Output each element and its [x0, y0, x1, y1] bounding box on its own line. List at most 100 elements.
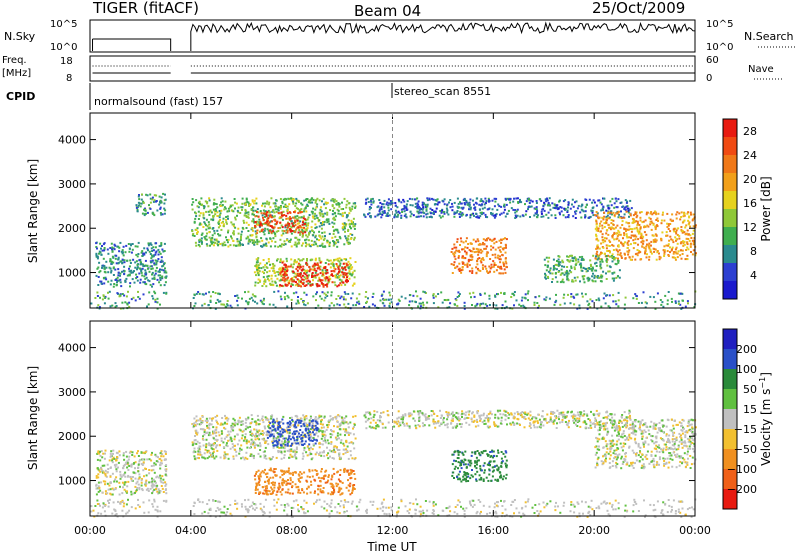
power-echo-cell: [284, 243, 287, 246]
power-echo-cell: [570, 271, 573, 274]
power-echo-cell: [296, 282, 299, 285]
velocity-echo-cell: [147, 490, 150, 492]
power-echo-cell: [419, 207, 422, 210]
power-echo-cell: [558, 255, 561, 258]
power-echo-cell: [234, 218, 237, 221]
power-echo-cell: [624, 241, 626, 244]
power-echo-cell: [119, 294, 122, 297]
power-echo-cell: [581, 209, 584, 212]
velocity-echo-cell: [296, 437, 299, 440]
power-echo-cell: [614, 300, 617, 303]
power-echo-cell: [136, 276, 139, 278]
power-echo-cell: [342, 228, 345, 231]
power-echo-cell: [126, 259, 129, 262]
power-echo-cell: [288, 197, 291, 200]
power-echo-cell: [318, 259, 321, 262]
power-echo-cell: [389, 294, 392, 297]
power-echo-cell: [333, 229, 336, 232]
power-echo-cell: [297, 284, 300, 287]
power-echo-cell: [277, 230, 280, 232]
power-echo-cell: [692, 213, 695, 216]
velocity-echo-cell: [101, 464, 104, 467]
power-echo-cell: [304, 241, 307, 244]
power-echo-cell: [608, 211, 610, 214]
power-echo-cell: [470, 296, 472, 299]
power-echo-cell: [153, 199, 156, 202]
velocity-echo-cell: [329, 433, 332, 436]
velocity-echo-cell: [151, 486, 154, 489]
power-echo-cell: [535, 206, 538, 209]
power-echo-cell: [409, 210, 412, 213]
power-echo-cell: [331, 205, 334, 208]
velocity-echo-cell: [234, 421, 237, 424]
power-echo-cell: [385, 298, 388, 301]
power-echo-cell: [143, 275, 146, 278]
power-echo-cell: [576, 207, 579, 210]
power-echo-cell: [196, 230, 199, 233]
power-echo-cell: [308, 265, 311, 268]
velocity-echo-cell: [152, 478, 155, 481]
power-echo-cell: [343, 258, 346, 260]
power-echo-cell: [595, 223, 598, 226]
power-echo-cell: [617, 210, 620, 213]
power-echo-cell: [296, 215, 299, 218]
velocity-echo-cell: [134, 467, 136, 470]
power-echo-cell: [372, 201, 375, 204]
power-echo-cell: [493, 270, 496, 273]
power-echo-cell: [506, 212, 509, 215]
power-echo-cell: [599, 201, 602, 204]
power-echo-cell: [474, 208, 477, 211]
velocity-echo-cell: [325, 428, 328, 431]
power-echo-cell: [302, 283, 305, 285]
power-echo-cell: [545, 296, 548, 299]
power-echo-cell: [366, 300, 368, 303]
power-echo-cell: [638, 250, 641, 252]
power-echo-cell: [566, 277, 569, 280]
velocity-echo-cell: [319, 423, 322, 425]
velocity-echo-cell: [150, 469, 153, 472]
power-echo-cell: [321, 242, 324, 245]
power-echo-cell: [100, 247, 102, 250]
power-echo-cell: [504, 260, 507, 263]
power-echo-cell: [148, 204, 150, 207]
power-echo-cell: [114, 302, 117, 305]
power-echo-cell: [328, 245, 331, 248]
power-echo-cell: [493, 237, 496, 240]
power-echo-cell: [223, 208, 226, 211]
power-echo-cell: [570, 293, 573, 295]
power-echo-cell: [196, 205, 199, 208]
power-echo-cell: [504, 237, 506, 240]
power-echo-cell: [310, 197, 313, 200]
power-echo-cell: [143, 281, 146, 284]
power-echo-cell: [226, 303, 229, 306]
power-echo-cell: [660, 237, 662, 240]
power-echo-cell: [273, 231, 276, 234]
power-echo-cell: [631, 255, 634, 258]
power-echo-cell: [650, 211, 653, 213]
power-echo-cell: [327, 278, 330, 281]
power-echo-cell: [394, 202, 397, 204]
power-echo-cell: [216, 215, 219, 217]
power-echo-cell: [322, 284, 325, 287]
power-echo-cell: [572, 205, 575, 208]
power-echo-cell: [244, 201, 247, 204]
power-echo-cell: [107, 291, 109, 294]
power-echo-cell: [403, 206, 406, 209]
power-echo-cell: [119, 281, 122, 284]
power-echo-cell: [153, 262, 156, 265]
velocity-echo-cell: [193, 439, 196, 442]
velocity-echo-cell: [97, 473, 100, 476]
power-echo-cell: [327, 263, 330, 266]
power-echo-cell: [210, 241, 213, 244]
power-echo-cell: [632, 247, 635, 250]
power-echo-cell: [480, 251, 483, 254]
power-echo-cell: [347, 302, 350, 305]
power-echo-cell: [350, 274, 353, 277]
power-echo-cell: [569, 302, 572, 305]
power-echo-cell: [460, 213, 462, 216]
power-echo-cell: [557, 207, 560, 210]
power-echo-cell: [441, 215, 444, 218]
power-echo-cell: [646, 224, 649, 227]
power-echo-cell: [319, 235, 321, 238]
power-echo-cell: [449, 199, 452, 201]
